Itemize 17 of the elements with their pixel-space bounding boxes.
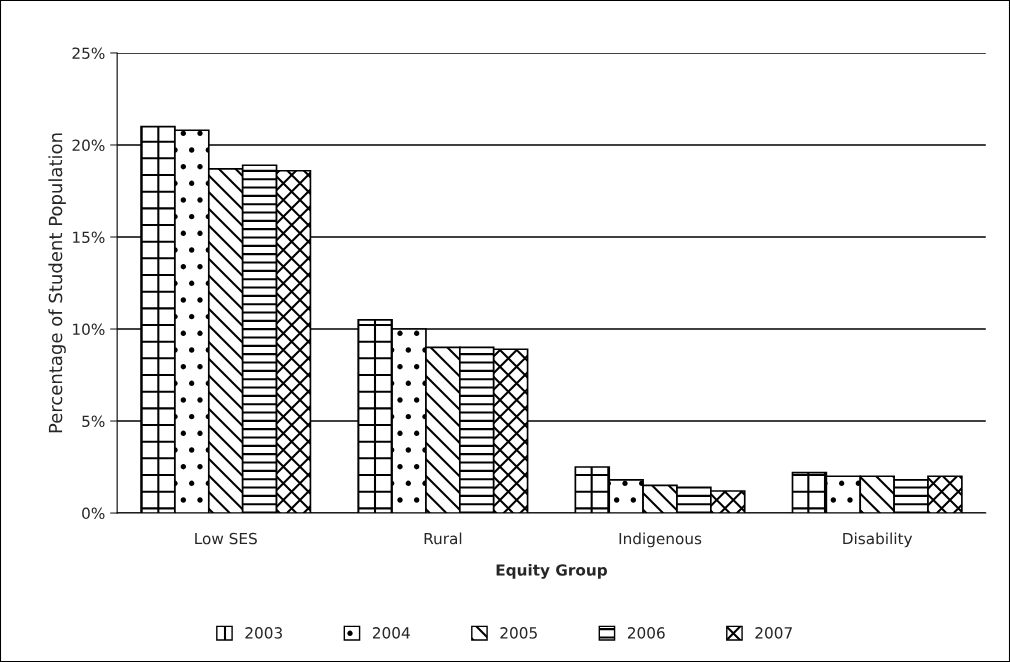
- legend-label: 2003: [245, 627, 282, 639]
- y-tick-label: 15%: [73, 231, 105, 244]
- x-tick-label: Indigenous: [619, 532, 702, 548]
- y-tick-label: 25%: [72, 47, 105, 59]
- legend-label: 2004: [372, 627, 410, 639]
- y-tick-label: 0%: [82, 507, 105, 520]
- legend-label: 2007: [755, 627, 792, 639]
- y-tick-label: 5%: [82, 415, 105, 428]
- y-axis-title: Percentage of Student Population: [48, 133, 66, 433]
- legend-label: 2006: [627, 627, 665, 639]
- x-tick-label: Low SES: [195, 532, 257, 545]
- y-tick-label: 10%: [73, 323, 105, 336]
- x-axis-title: Equity Group: [496, 563, 607, 579]
- x-tick-label: Disability: [843, 532, 913, 548]
- y-tick-label: 20%: [72, 139, 105, 151]
- x-tick-label: Rural: [424, 532, 462, 545]
- legend-label: 2005: [500, 627, 537, 639]
